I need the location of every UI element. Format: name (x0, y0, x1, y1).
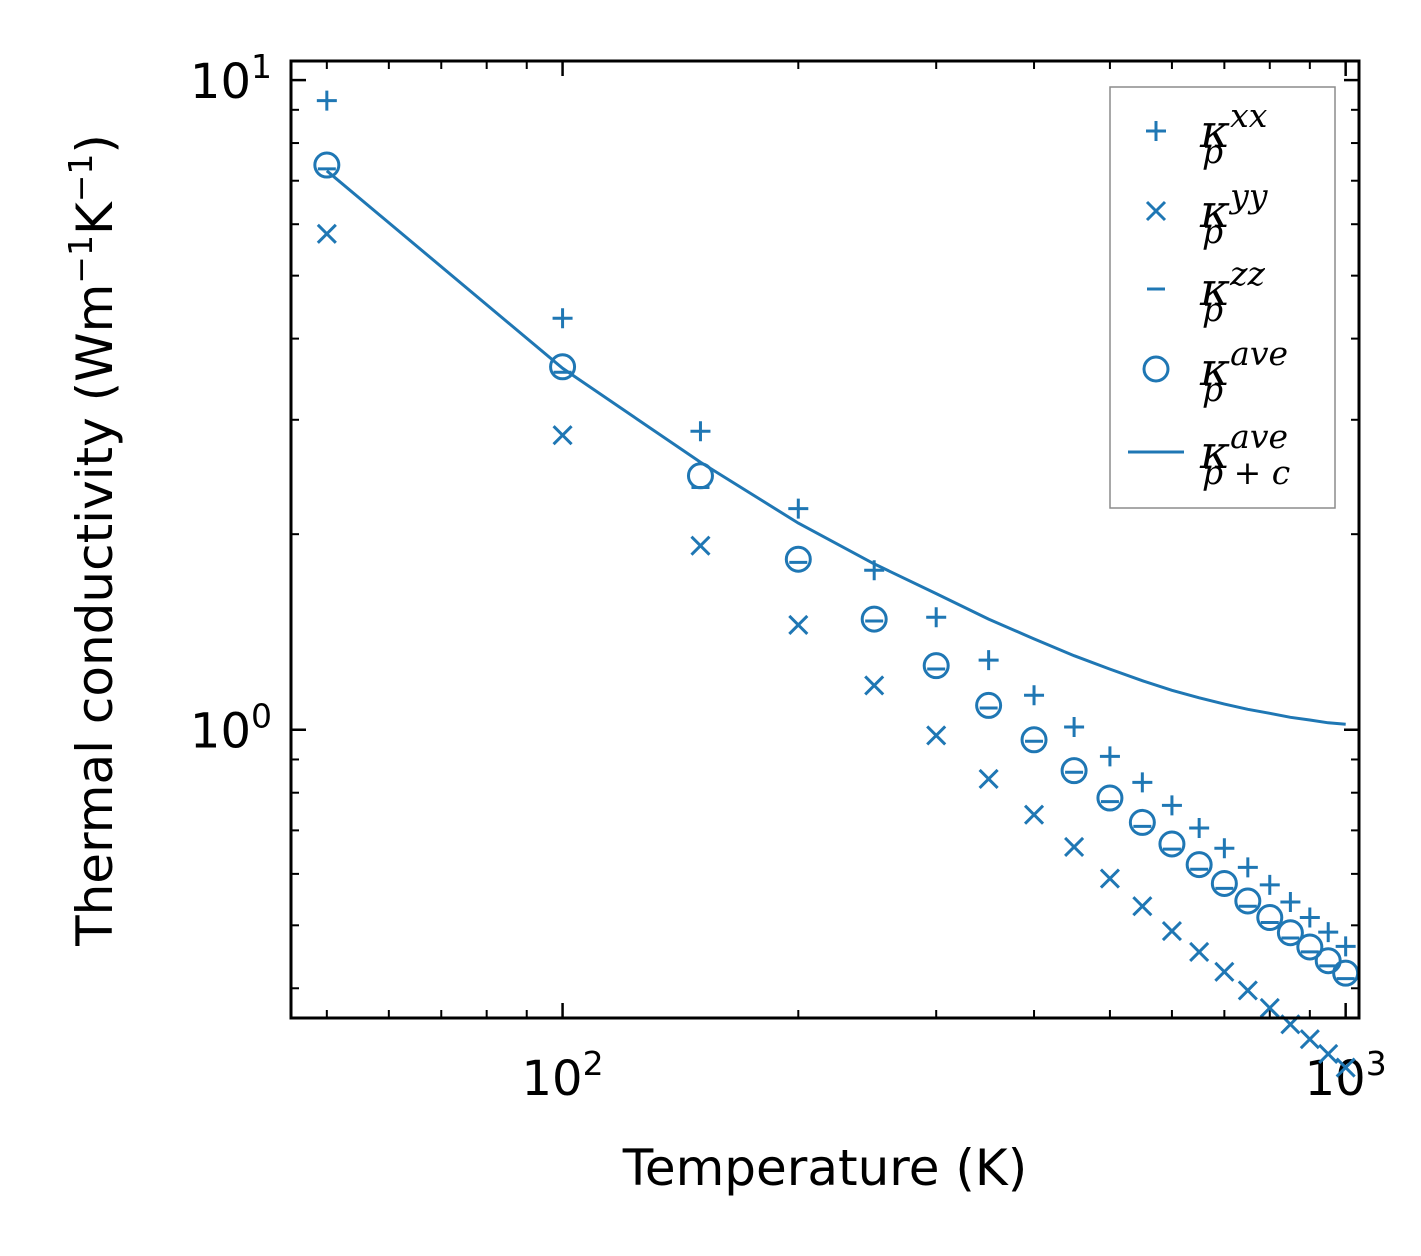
legend-marker (1146, 121, 1166, 141)
point-kappa_p_xx (1335, 936, 1356, 957)
point-kappa_p_ave (549, 353, 577, 381)
point-kappa_p_ave (313, 151, 341, 179)
point-kappa_p_yy (316, 223, 337, 244)
point-kappa_p_xx (1161, 795, 1182, 816)
y-tick-label: 100 (190, 697, 272, 760)
legend-label: κave (1199, 334, 1288, 396)
point-kappa_p_yy (1214, 961, 1235, 982)
point-kappa_p_ave (922, 652, 950, 680)
point-kappa_p_yy (978, 768, 999, 790)
point-kappa_p_yy (1335, 1057, 1356, 1078)
point-kappa_p_ave (1210, 869, 1238, 897)
legend-label: κyy (1199, 176, 1268, 238)
legend-label: κzz (1199, 254, 1266, 316)
point-kappa_p_xx (1099, 746, 1120, 767)
legend-subscript: p (1202, 132, 1223, 171)
legend-label: κxx (1199, 96, 1268, 158)
point-kappa_p_ave (860, 605, 888, 633)
data-series (313, 90, 1360, 1078)
point-kappa_p_yy (1259, 997, 1280, 1019)
point-kappa_p_xx (1064, 716, 1085, 737)
point-kappa_p_ave (1276, 919, 1304, 947)
point-kappa_p_ave (1158, 830, 1186, 858)
axis-tick-labels: 102 103 100 101 (190, 47, 1387, 1107)
y-axis-label: Thermal conductivity (Wm−1K−1) (61, 134, 124, 947)
legend-marker (1142, 355, 1170, 383)
point-kappa_p_yy (1099, 868, 1120, 889)
point-kappa_p_yy (1132, 896, 1153, 917)
point-kappa_p_yy (552, 425, 573, 446)
legend-marker (1145, 200, 1167, 222)
point-kappa_p_yy (1161, 920, 1182, 942)
legend-frame (1109, 86, 1336, 509)
point-kappa_p_xx (1189, 817, 1210, 838)
plot-frame (289, 59, 1361, 1020)
point-kappa_p_yy (1023, 804, 1045, 825)
point-kappa_p_ave (1020, 726, 1048, 754)
point-kappa_p_xx (1280, 892, 1301, 913)
point-kappa_p_xx (552, 308, 573, 329)
legend-subscript: p (1202, 370, 1223, 409)
point-kappa_p_yy (1318, 1043, 1339, 1064)
point-kappa_p_yy (926, 725, 947, 746)
x-tick-label: 102 (522, 1044, 604, 1107)
point-kappa_p_xx (978, 650, 999, 671)
point-kappa_p_yy (788, 614, 809, 635)
point-kappa_p_ave (1332, 959, 1360, 987)
legend-subscript: p + c (1202, 453, 1290, 492)
point-kappa_p_xx (1132, 772, 1153, 793)
point-kappa_p_ave (1314, 947, 1342, 975)
series-kappa_pc_ave (325, 169, 1346, 726)
point-kappa_p_xx (1318, 922, 1339, 943)
legend-subscript: p (1202, 290, 1223, 329)
point-kappa_p_yy (1299, 1029, 1320, 1050)
line-kappa_pc_ave (325, 169, 1346, 726)
point-kappa_p_ave (1128, 808, 1156, 836)
point-kappa_p_xx (1024, 685, 1045, 706)
series-kappa_p_yy (316, 223, 1356, 1078)
series-kappa_p_ave (313, 151, 1360, 987)
point-kappa_p_xx (1214, 838, 1235, 859)
x-axis-label: Temperature (K) (622, 1139, 1027, 1197)
point-kappa_p_ave (1234, 887, 1262, 915)
point-kappa_p_ave (1256, 904, 1284, 932)
point-kappa_p_xx (926, 607, 947, 628)
point-kappa_p_ave (975, 691, 1003, 719)
point-kappa_p_xx (1299, 907, 1320, 928)
point-kappa_p_xx (316, 90, 337, 111)
point-kappa_p_xx (690, 421, 711, 442)
point-kappa_p_ave (1096, 784, 1124, 812)
point-kappa_p_yy (864, 675, 885, 696)
point-kappa_p_xx (1259, 874, 1280, 895)
point-kappa_p_xx (1237, 857, 1258, 878)
series-kappa_p_xx (316, 90, 1356, 957)
x-tick-label: 103 (1305, 1044, 1387, 1107)
point-kappa_p_ave (784, 545, 812, 573)
legend-label: κave (1199, 417, 1288, 479)
point-kappa_p_yy (690, 535, 711, 556)
point-kappa_p_yy (1189, 941, 1210, 962)
point-kappa_p_ave (1060, 757, 1088, 785)
point-kappa_p_yy (1237, 980, 1258, 1001)
point-kappa_p_xx (788, 498, 809, 519)
point-kappa_p_yy (1064, 836, 1085, 858)
point-kappa_p_ave (1185, 851, 1213, 879)
point-kappa_p_ave (1296, 933, 1324, 961)
legend-subscript: p (1202, 212, 1223, 251)
y-tick-label: 101 (190, 47, 272, 110)
